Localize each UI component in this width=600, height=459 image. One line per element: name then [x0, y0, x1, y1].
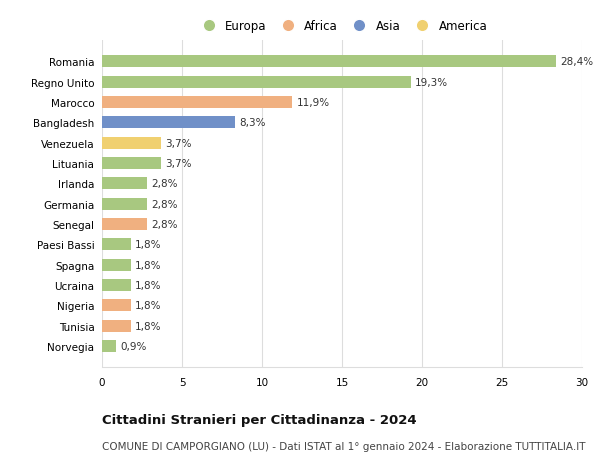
- Bar: [102, 117, 235, 129]
- Bar: [102, 239, 131, 251]
- Text: 2,8%: 2,8%: [151, 199, 178, 209]
- Bar: [102, 259, 131, 271]
- Bar: [102, 198, 147, 210]
- Text: 8,3%: 8,3%: [239, 118, 265, 128]
- Text: 3,7%: 3,7%: [165, 139, 192, 148]
- Text: 3,7%: 3,7%: [165, 159, 192, 168]
- Bar: [102, 280, 131, 291]
- Bar: [102, 137, 161, 150]
- Text: 0,9%: 0,9%: [121, 341, 147, 351]
- Legend: Europa, Africa, Asia, America: Europa, Africa, Asia, America: [194, 18, 490, 35]
- Bar: [102, 300, 131, 312]
- Bar: [102, 157, 161, 170]
- Text: Cittadini Stranieri per Cittadinanza - 2024: Cittadini Stranieri per Cittadinanza - 2…: [102, 413, 416, 426]
- Bar: [102, 218, 147, 230]
- Bar: [102, 56, 556, 68]
- Bar: [102, 76, 411, 89]
- Text: 11,9%: 11,9%: [296, 98, 329, 108]
- Text: 1,8%: 1,8%: [135, 240, 161, 250]
- Text: 19,3%: 19,3%: [415, 78, 448, 88]
- Bar: [102, 340, 116, 353]
- Text: 28,4%: 28,4%: [560, 57, 593, 67]
- Bar: [102, 178, 147, 190]
- Text: 1,8%: 1,8%: [135, 301, 161, 311]
- Text: 2,8%: 2,8%: [151, 219, 178, 230]
- Text: 2,8%: 2,8%: [151, 179, 178, 189]
- Text: COMUNE DI CAMPORGIANO (LU) - Dati ISTAT al 1° gennaio 2024 - Elaborazione TUTTIT: COMUNE DI CAMPORGIANO (LU) - Dati ISTAT …: [102, 441, 586, 451]
- Text: 1,8%: 1,8%: [135, 280, 161, 291]
- Text: 1,8%: 1,8%: [135, 260, 161, 270]
- Bar: [102, 97, 292, 109]
- Bar: [102, 320, 131, 332]
- Text: 1,8%: 1,8%: [135, 321, 161, 331]
